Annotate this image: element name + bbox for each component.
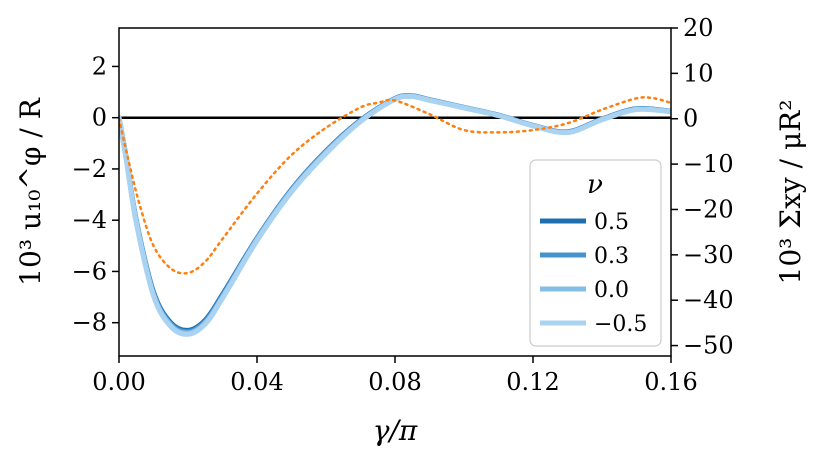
x-tick-label: 0.04	[230, 368, 283, 396]
legend-label: 0.3	[594, 244, 629, 269]
x-tick-label: 0.08	[368, 368, 421, 396]
left-y-tick-label: −4	[72, 206, 107, 234]
right-y-tick-label: 0	[683, 105, 698, 133]
right-y-tick-label: −40	[683, 286, 734, 314]
left-y-tick-label: 0	[92, 104, 107, 132]
left-y-tick-label: −2	[72, 155, 107, 183]
x-tick-label: 0.12	[506, 368, 559, 396]
legend: ν 0.5 0.3 0.0 −0.5	[529, 159, 662, 347]
left-y-axis-ticks: 2 0 −2 −4 −6 −8	[72, 52, 119, 337]
left-y-tick-label: −8	[72, 309, 107, 337]
legend-entries: 0.5 0.3 0.0 −0.5	[540, 210, 647, 337]
x-axis-ticks: 0.00 0.04 0.08 0.12 0.16	[92, 356, 698, 396]
right-y-axis-ticks: 20 10 0 −10 −20 −30 −40 −50	[671, 14, 734, 360]
legend-label: −0.5	[594, 312, 647, 337]
series-layer	[119, 93, 671, 337]
legend-label: 0.5	[594, 210, 629, 235]
legend-title: ν	[587, 170, 603, 200]
left-y-tick-label: 2	[92, 52, 107, 80]
right-y-tick-label: −50	[683, 332, 734, 360]
series-line-nu-4	[119, 93, 671, 337]
x-tick-label: 0.16	[644, 368, 697, 396]
left-y-axis-label: 10³ u₁₀^φ / R	[14, 97, 47, 286]
right-y-tick-label: −30	[683, 241, 734, 269]
right-y-tick-label: −10	[683, 150, 734, 178]
right-y-tick-label: −20	[683, 195, 734, 223]
x-tick-label: 0.00	[92, 368, 145, 396]
right-y-tick-label: 10	[683, 59, 714, 87]
left-y-tick-label: −6	[72, 257, 107, 285]
legend-box	[529, 159, 662, 347]
legend-label: 0.0	[594, 278, 629, 303]
right-y-tick-label: 20	[683, 14, 714, 42]
right-y-axis-label: 10³ Σxy / μR²	[774, 100, 807, 285]
x-axis-label: γ/π	[373, 414, 418, 447]
